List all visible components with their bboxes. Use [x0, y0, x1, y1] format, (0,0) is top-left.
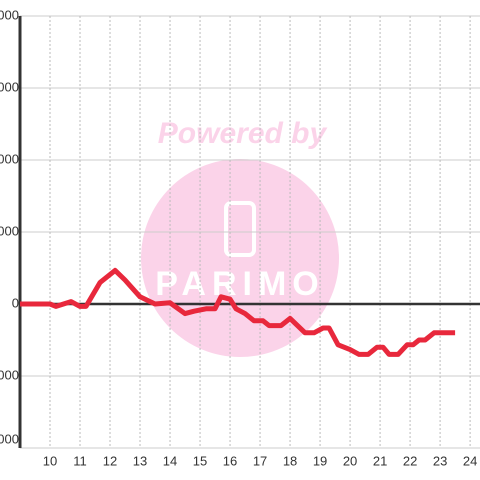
x-tick-label: 23	[433, 453, 447, 468]
x-tick-label: 13	[133, 453, 147, 468]
y-tick-label: 9,000	[0, 79, 19, 94]
y-tick-label: 12,000	[0, 7, 19, 22]
x-tick-label: 18	[283, 453, 297, 468]
watermark-logo-text: PARIMO	[155, 265, 324, 303]
x-tick-label: 10	[43, 453, 57, 468]
watermark-icon	[224, 201, 256, 257]
x-tick-label: 21	[373, 453, 387, 468]
y-tick-label: -3,000	[0, 367, 19, 382]
x-tick-label: 22	[403, 453, 417, 468]
y-tick-label: -6,000	[0, 431, 19, 446]
y-tick-label: 6,000	[0, 151, 19, 166]
x-tick-label: 24	[463, 453, 477, 468]
y-tick-label: 0	[12, 295, 19, 310]
data-line	[20, 267, 456, 357]
x-tick-label: 17	[253, 453, 267, 468]
y-tick-label: 3,000	[0, 223, 19, 238]
x-tick-label: 20	[343, 453, 357, 468]
x-tick-label: 14	[163, 453, 177, 468]
x-tick-label: 11	[73, 453, 87, 468]
x-tick-label: 12	[103, 453, 117, 468]
x-tick-label: 16	[223, 453, 237, 468]
watermark-text: Powered by	[158, 117, 328, 150]
watermark-logo	[141, 159, 339, 357]
x-tick-label: 15	[193, 453, 207, 468]
x-tick-label: 19	[313, 453, 327, 468]
